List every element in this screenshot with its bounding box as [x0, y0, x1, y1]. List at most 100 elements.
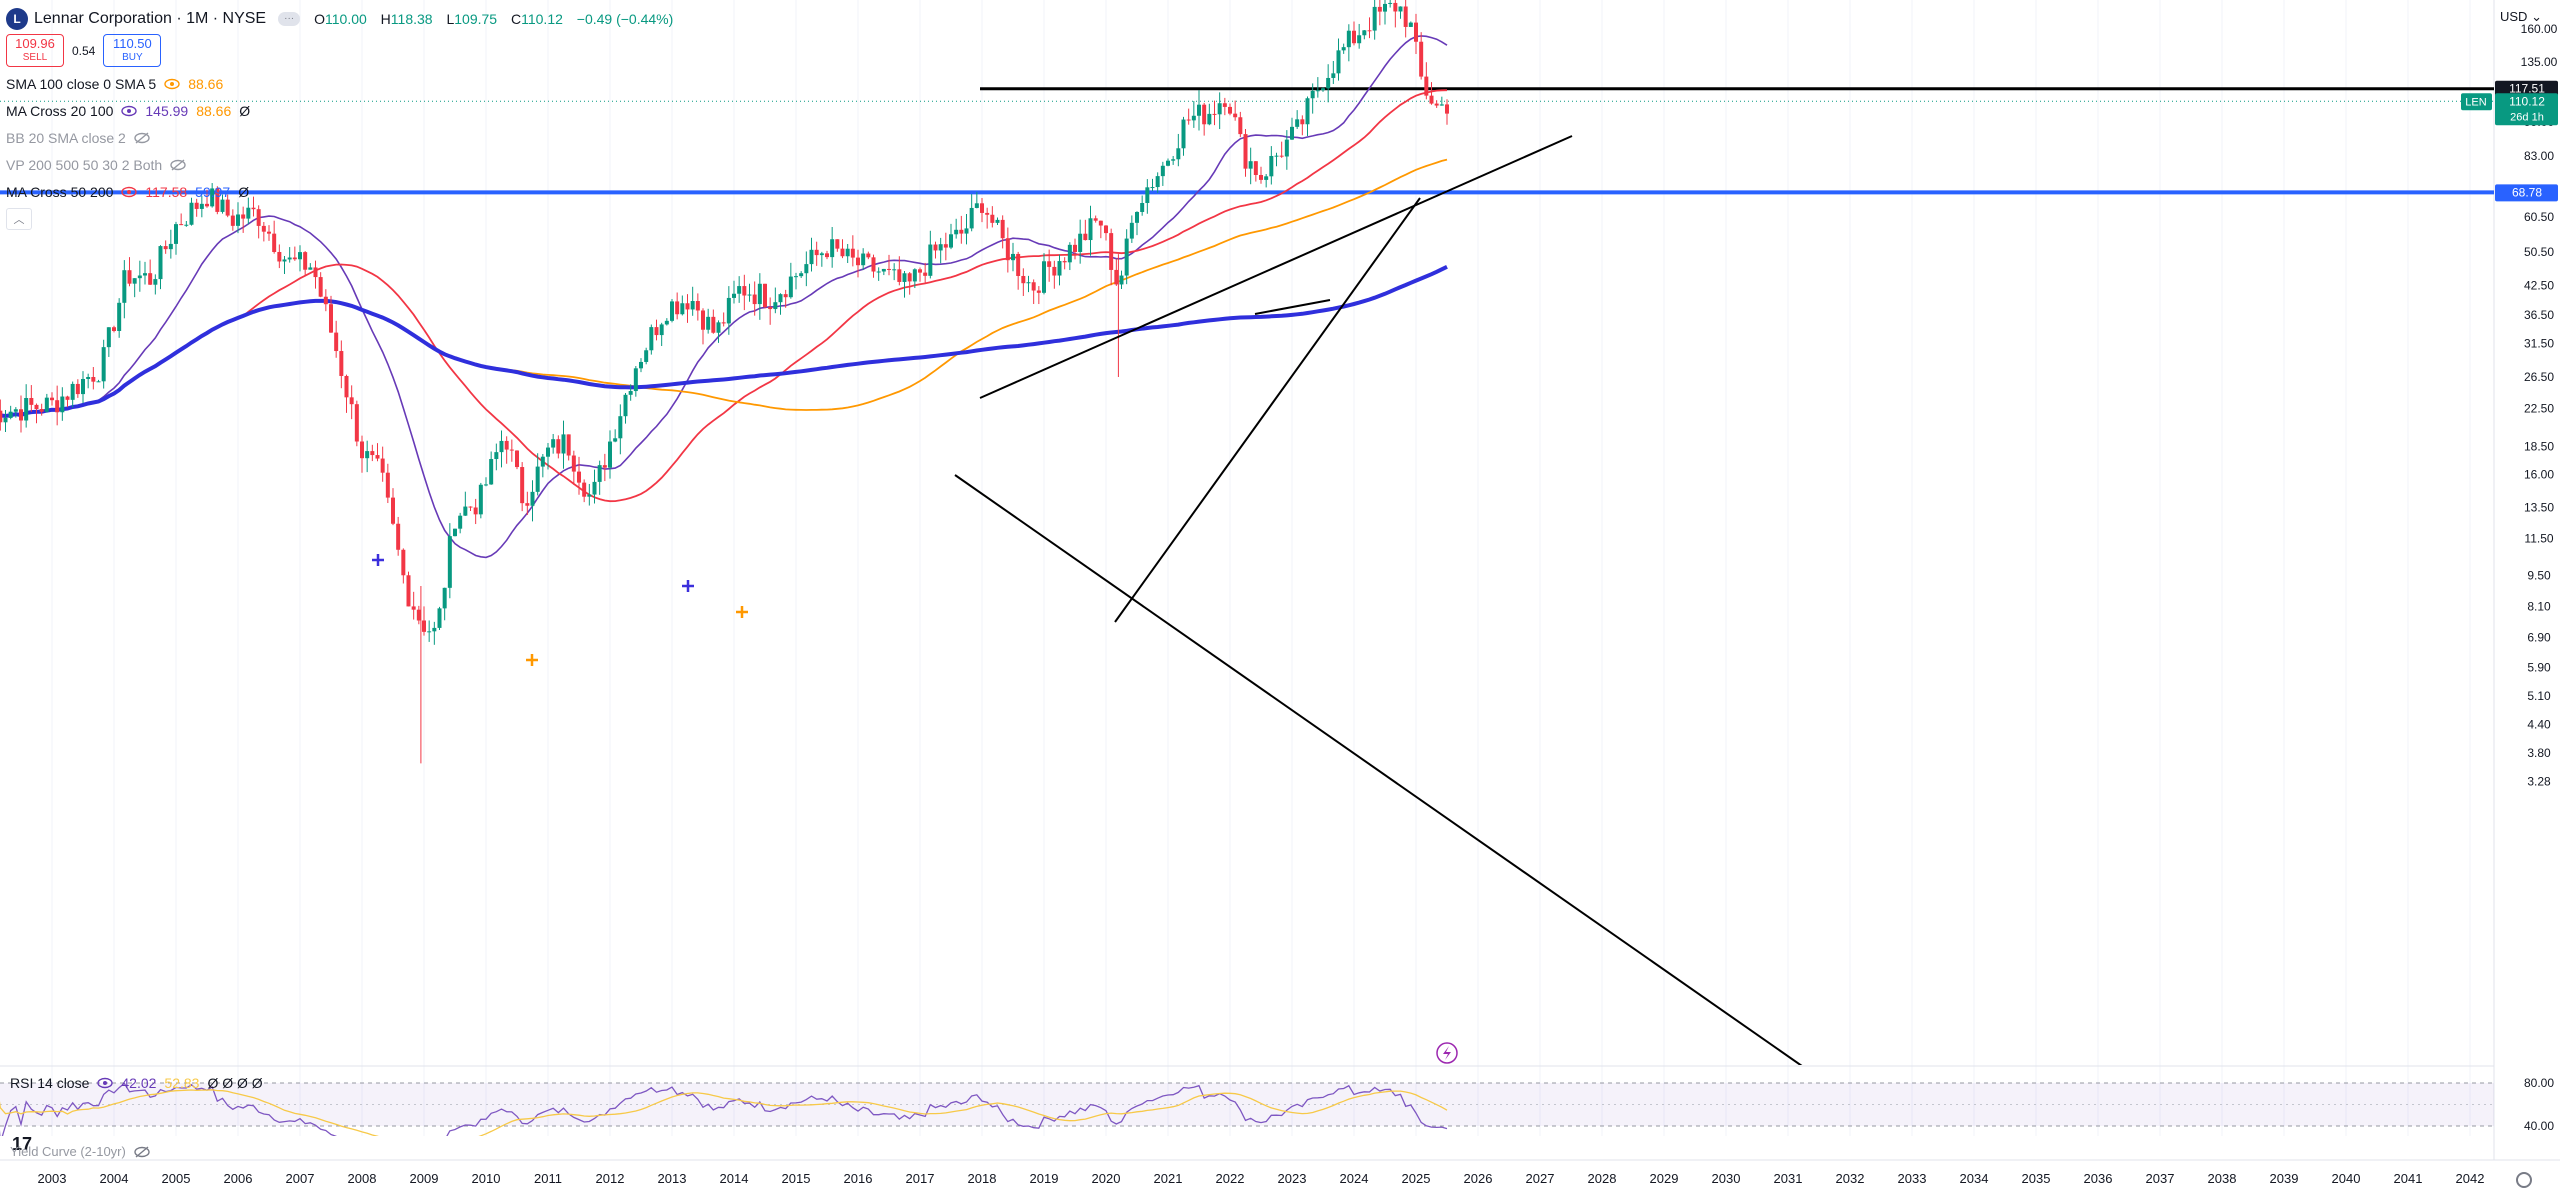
- candle-body: [949, 234, 953, 248]
- indicator-row[interactable]: BB 20 SMA close 2: [6, 125, 683, 150]
- candle-body: [788, 276, 793, 298]
- indicator-name[interactable]: MA Cross 20 100: [6, 102, 114, 119]
- indicator-row[interactable]: MA Cross 20 100 145.99 88.66 Ø: [6, 98, 683, 123]
- sell-label: SELL: [22, 51, 48, 63]
- candle-body: [535, 466, 540, 492]
- yield-curve-name[interactable]: Yield Curve (2-10yr): [10, 1144, 126, 1159]
- settings-gear-icon[interactable]: [2516, 1172, 2532, 1188]
- candle-body: [1341, 47, 1346, 51]
- eye-off-icon[interactable]: [170, 158, 186, 171]
- candle-body: [1228, 106, 1232, 114]
- indicator-name[interactable]: VP 200 500 50 30 2 Both: [6, 156, 163, 173]
- time-tick-label: 2018: [968, 1171, 997, 1186]
- time-tick-label: 2023: [1278, 1171, 1307, 1186]
- time-tick-label: 2042: [2456, 1171, 2485, 1186]
- symbol-chip: [2461, 93, 2492, 111]
- candle-body: [1093, 218, 1098, 221]
- candle-body: [897, 269, 902, 282]
- time-tick-label: 2012: [596, 1171, 625, 1186]
- candle-body: [427, 631, 432, 633]
- indicator-row[interactable]: MA Cross 50 200 117.58 59.97 Ø: [6, 179, 683, 204]
- candle-body: [318, 277, 323, 297]
- candle-body: [1212, 113, 1217, 115]
- collapse-legend-button[interactable]: ︿: [6, 208, 32, 230]
- symbol-title[interactable]: Lennar Corporation · 1M · NYSE: [34, 9, 267, 27]
- indicator-name[interactable]: BB 20 SMA close 2: [6, 129, 126, 146]
- rsi-pane[interactable]: 80.00 40.00: [0, 1072, 2554, 1147]
- trendlines[interactable]: [954, 135, 1803, 1066]
- candle-body: [1305, 98, 1310, 125]
- candle-body: [432, 627, 437, 632]
- price-tick-label: 83.00: [2524, 149, 2554, 163]
- collapse-pill[interactable]: ···: [278, 11, 301, 26]
- eye-icon[interactable]: [164, 78, 180, 90]
- candle-body: [794, 276, 798, 278]
- candle-body: [143, 273, 147, 276]
- spread-value: 0.54: [72, 43, 96, 58]
- candle-body: [1408, 22, 1413, 27]
- candle-body: [1062, 261, 1067, 263]
- sell-button[interactable]: 109.96 SELL: [6, 34, 64, 67]
- candle-body: [613, 438, 618, 442]
- high-value: 118.38: [390, 10, 433, 27]
- candle-body: [267, 231, 271, 234]
- candle-body: [1036, 290, 1041, 293]
- buy-button[interactable]: 110.50 BUY: [103, 34, 162, 67]
- candle-body: [1321, 88, 1325, 91]
- candle-body: [701, 310, 705, 330]
- candle-body: [954, 229, 959, 235]
- eye-icon[interactable]: [121, 186, 138, 198]
- candle-body: [577, 471, 581, 483]
- candle-body: [1166, 160, 1170, 166]
- indicator-value: 88.66: [196, 102, 232, 119]
- candle-body: [1124, 238, 1129, 276]
- candle-body: [804, 264, 809, 274]
- time-tick-label: 2008: [348, 1171, 377, 1186]
- close-value: 110.12: [521, 10, 563, 27]
- indicator-name[interactable]: SMA 100 close 0 SMA 5: [6, 75, 157, 92]
- candle-body: [323, 296, 328, 305]
- indicator-row[interactable]: VP 200 500 50 30 2 Both: [6, 152, 683, 177]
- eye-off-icon[interactable]: [134, 131, 150, 144]
- countdown-label: 26d 1h: [2510, 111, 2544, 123]
- eye-icon[interactable]: [97, 1077, 114, 1089]
- rsi-name[interactable]: RSI 14 close: [10, 1075, 90, 1091]
- indicator-row[interactable]: SMA 100 close 0 SMA 5 88.66: [6, 71, 683, 96]
- price-tick-label: 6.90: [2527, 630, 2551, 644]
- time-tick-label: 2038: [2208, 1171, 2237, 1186]
- time-axis[interactable]: 2003 2004 2005 2006 2007 2008 2009 2010 2011 2012…: [38, 1171, 2485, 1186]
- candle-body: [856, 257, 860, 266]
- candle-body: [1016, 253, 1021, 276]
- main-pane[interactable]: [0, 0, 2494, 1066]
- tradingview-logo[interactable]: 17: [12, 1134, 33, 1154]
- price-tick-label: 31.50: [2524, 337, 2554, 351]
- candle-body: [375, 455, 380, 459]
- candle-body: [1336, 50, 1341, 74]
- candle-body: [1047, 261, 1052, 267]
- candle-body: [55, 400, 60, 413]
- rsi-suffix: Ø Ø Ø Ø: [207, 1075, 263, 1091]
- candle-body: [158, 246, 163, 280]
- ohlc-values: O110.00 H118.38 L109.75 C110.12 −0.49 (−…: [314, 10, 674, 27]
- time-tick-label: 2022: [1216, 1171, 1245, 1186]
- candle-body: [1331, 73, 1336, 78]
- candle-body: [990, 214, 995, 223]
- rsi-ma-line: [0, 1089, 1448, 1136]
- candle-body: [127, 270, 132, 284]
- candle-body: [1160, 165, 1165, 177]
- eye-off-icon[interactable]: [134, 1145, 150, 1158]
- candle-body: [34, 404, 39, 409]
- candle-body: [96, 381, 101, 383]
- price-axis[interactable]: 160.00135.0099.0083.0060.5050.5042.5036.…: [2461, 22, 2558, 788]
- candle-body: [473, 507, 478, 515]
- price-badge: [2495, 93, 2558, 126]
- indicator-name[interactable]: MA Cross 50 200: [6, 183, 114, 200]
- price-tick-label: 135.00: [2521, 55, 2558, 69]
- candle-body: [835, 239, 840, 249]
- candle-body: [1398, 6, 1403, 12]
- eye-icon[interactable]: [121, 105, 138, 117]
- currency-selector[interactable]: USD ⌄: [2500, 9, 2542, 24]
- lightning-icon[interactable]: [1436, 1042, 1458, 1064]
- candle-body: [1083, 233, 1088, 241]
